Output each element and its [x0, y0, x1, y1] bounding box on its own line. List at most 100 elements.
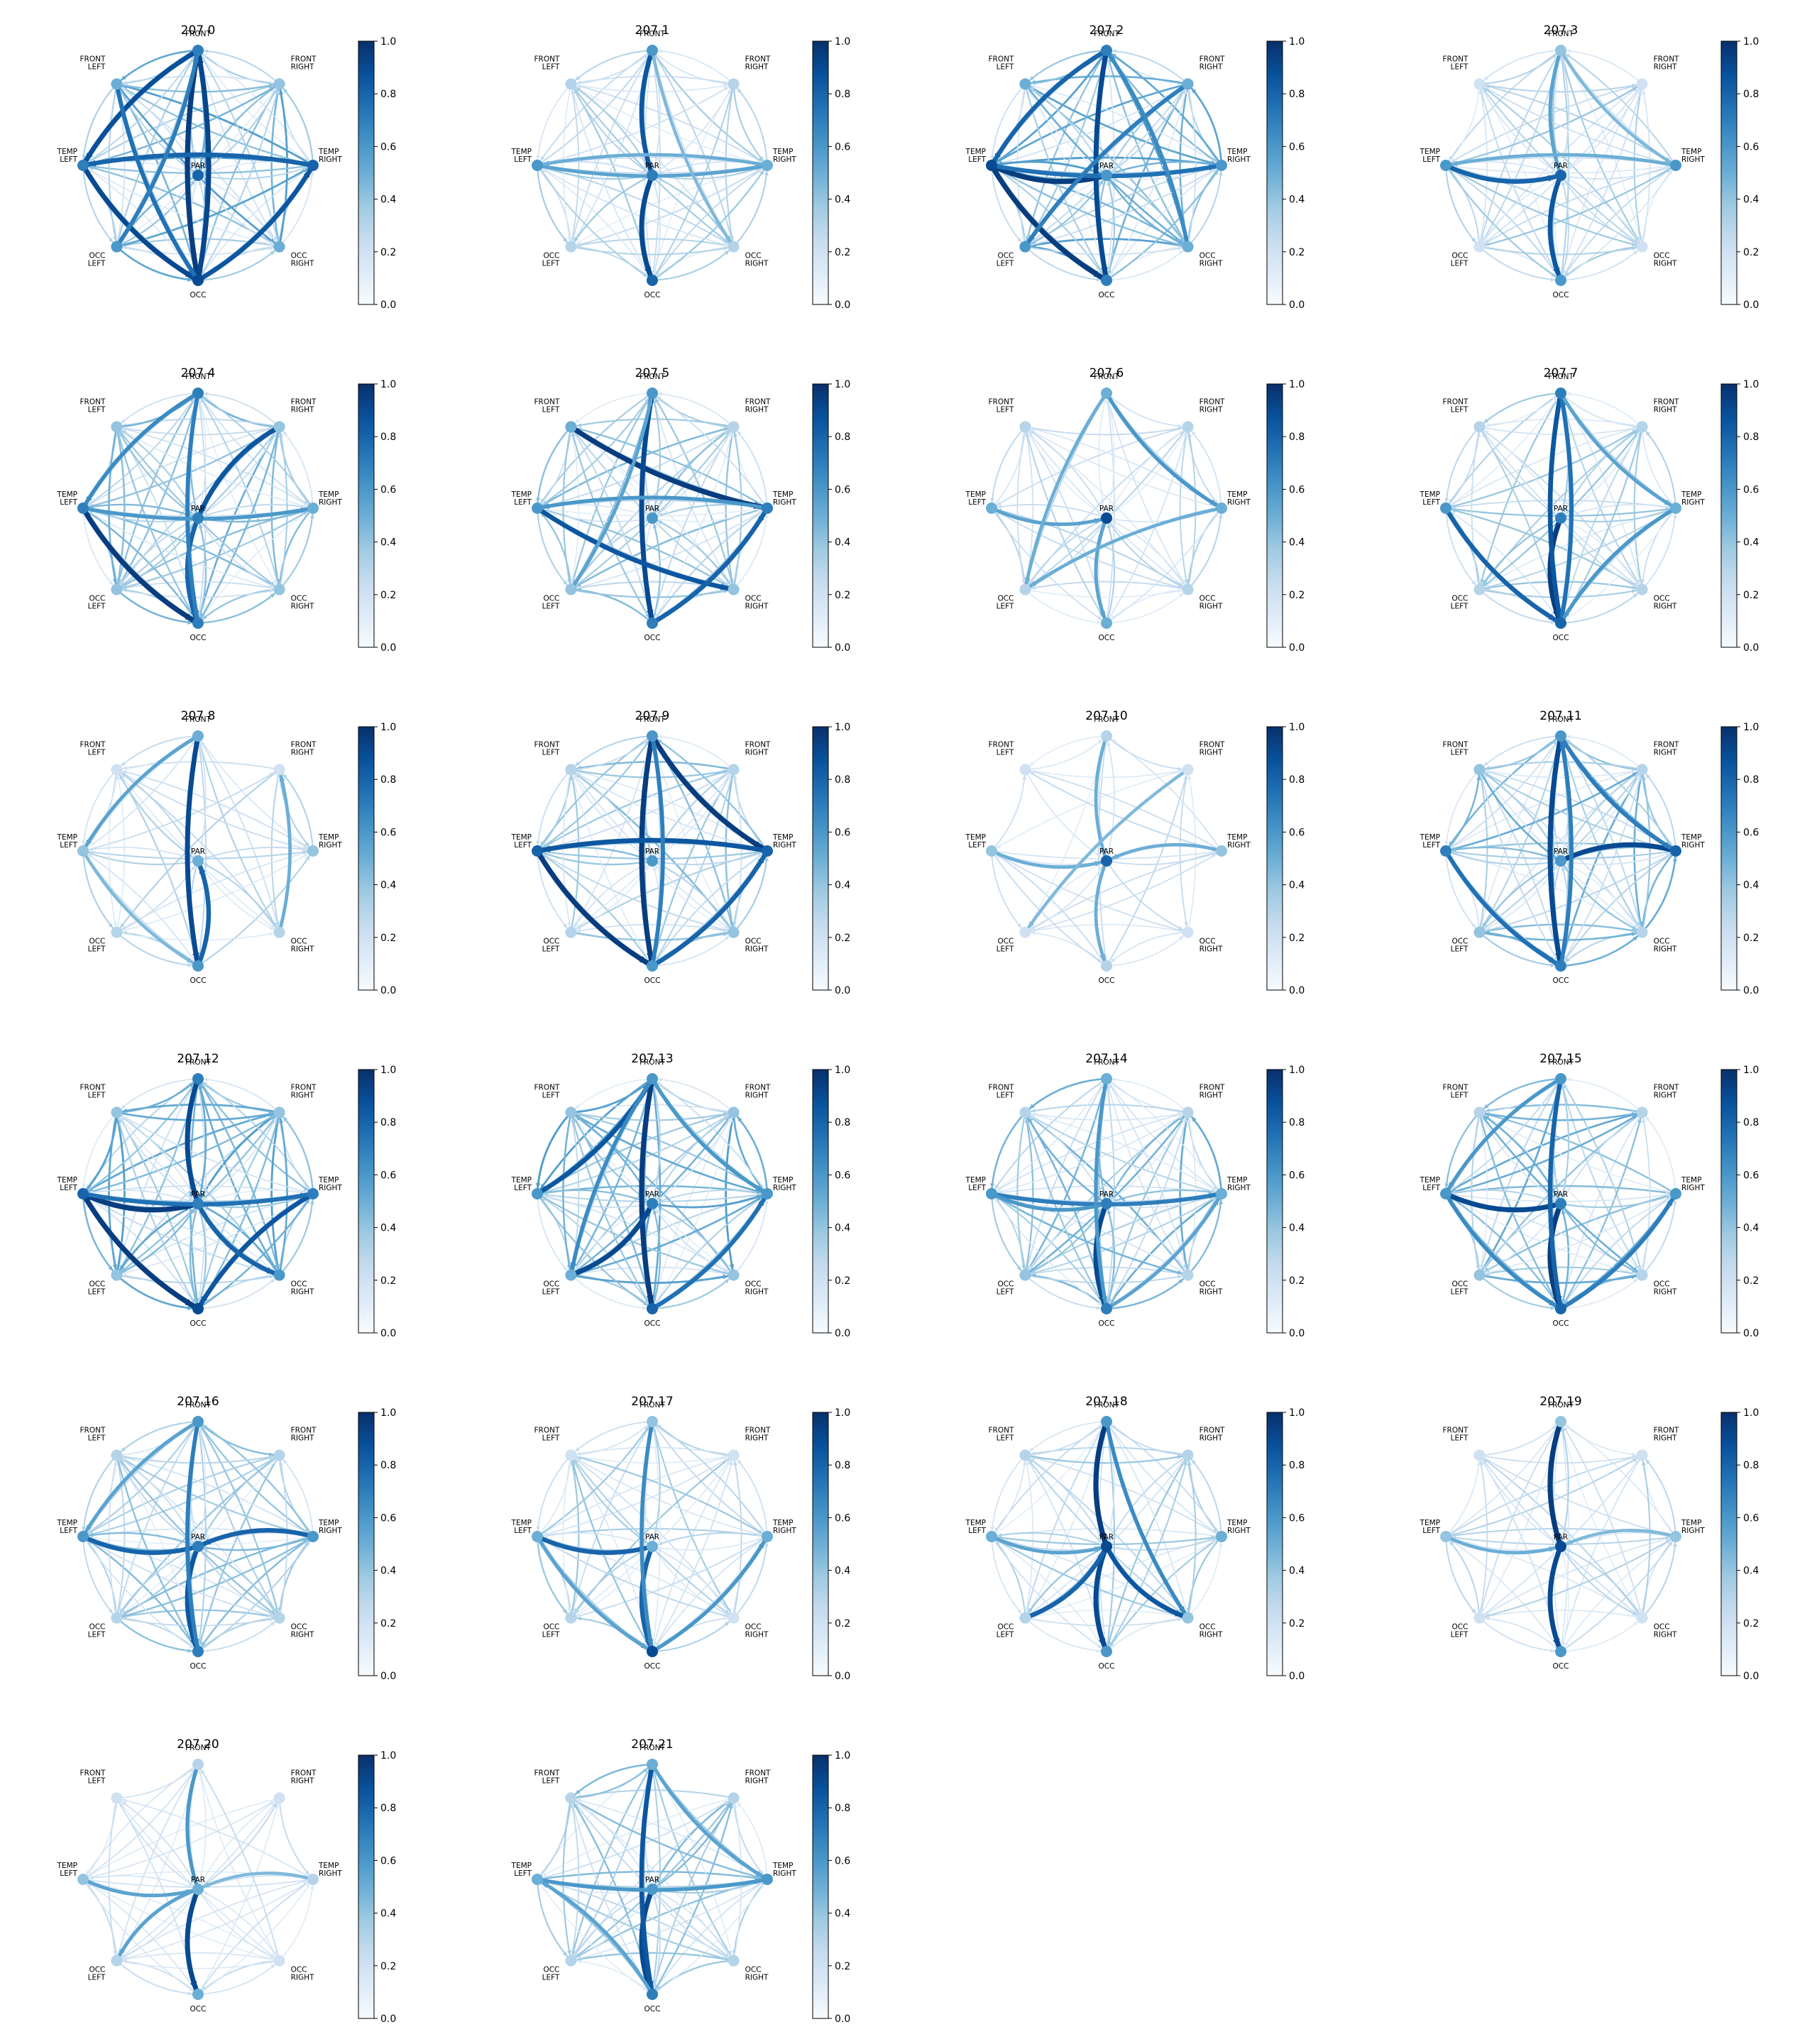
edge-OCC_RIGHT-OCC — [651, 1960, 735, 1996]
colorbar-tick-label: 0.6 — [1743, 141, 1759, 153]
edge-FRONT_RIGHT-PAR-arrowhead — [1109, 165, 1114, 170]
edge-OCC-FRONT_RIGHT-arrowhead — [1183, 775, 1187, 780]
edge-OCC_LEFT-TEMP_RIGHT — [116, 1535, 314, 1619]
edge-FRONT_RIGHT-FRONT_LEFT — [1478, 761, 1643, 771]
node-label-temp-right: TEMP — [318, 833, 339, 842]
edge-FRONT-FRONT_RIGHT — [197, 49, 280, 85]
colorbar-tick-label: 0.6 — [835, 1512, 850, 1524]
edge-FRONT_RIGHT-FRONT_LEFT — [1024, 1446, 1189, 1456]
edge-OCC_LEFT-TEMP_RIGHT — [570, 507, 768, 590]
colorbar-tick-label: 0.4 — [380, 880, 396, 891]
edge-TEMP_RIGHT-FRONT — [1106, 1421, 1222, 1537]
edge-TEMP_LEFT-FRONT_RIGHT-arrowhead — [724, 1458, 729, 1462]
edge-TEMP_LEFT-FRONT — [82, 50, 199, 166]
node-temp-left — [986, 1531, 997, 1542]
node-label-temp-right: RIGHT — [773, 1527, 796, 1535]
edge-OCC_RIGHT-FRONT-arrowhead — [655, 55, 659, 60]
colorbar-bar — [812, 1754, 829, 2019]
node-front — [192, 1759, 204, 1770]
colorbar-tick-label: 0.0 — [1743, 985, 1759, 996]
edge-PAR-FRONT_LEFT — [570, 1111, 654, 1205]
strong-edge-layer — [80, 391, 315, 626]
node-label-temp-right: RIGHT — [1227, 1184, 1251, 1192]
colorbar-tick-label: 0.8 — [1289, 432, 1305, 443]
edge-TEMP_RIGHT-TEMP_LEFT — [534, 837, 770, 854]
edge-OCC_RIGHT-FRONT_RIGHT — [1641, 83, 1651, 248]
edge-FRONT_LEFT-FRONT_RIGHT — [1478, 426, 1643, 436]
node-par — [1101, 855, 1112, 867]
edge-FRONT_LEFT-FRONT-arrowhead — [188, 1082, 194, 1087]
panel-4: 207 4FRONTFRONTRIGHTTEMPRIGHTOCCRIGHTOCC… — [57, 366, 397, 654]
edge-OCC_RIGHT-PAR — [197, 1889, 280, 1962]
edge-OCC_LEFT-OCC_RIGHT-arrowhead — [1631, 932, 1637, 937]
edge-TEMP_LEFT-OCC_LEFT-arrowhead — [1471, 1609, 1476, 1614]
edge-FRONT-OCC_LEFT-arrowhead — [570, 1263, 577, 1270]
edge-TEMP_RIGHT-OCC_LEFT-arrowhead — [1030, 581, 1037, 587]
edge-TEMP_RIGHT-FRONT_RIGHT — [278, 426, 314, 509]
node-front-right — [273, 764, 285, 776]
edge-TEMP_RIGHT-FRONT_RIGHT-arrowhead — [737, 1459, 742, 1464]
edge-TEMP_LEFT-OCC-arrowhead — [642, 273, 648, 278]
edge-OCC-OCC_RIGHT-arrowhead — [1179, 935, 1184, 940]
edge-OCC_LEFT-FRONT — [1024, 49, 1108, 248]
edge-OCC-PAR-arrowhead — [652, 523, 657, 529]
edge-TEMP_LEFT-OCC-arrowhead — [1548, 957, 1557, 963]
edge-OCC_LEFT-OCC_RIGHT — [1024, 588, 1189, 598]
edge-FRONT_LEFT-OCC — [1478, 83, 1561, 281]
edge-TEMP_LEFT-FRONT_RIGHT — [991, 1111, 1189, 1194]
edge-FRONT-TEMP_LEFT — [80, 48, 201, 168]
node-temp-right — [1670, 160, 1681, 171]
edge-OCC-TEMP_RIGHT-arrowhead — [757, 512, 764, 521]
edge-TEMP_RIGHT-FRONT_RIGHT — [1641, 769, 1676, 852]
colorbar: 0.00.20.40.60.81.0 — [358, 1750, 396, 2025]
edge-FRONT_RIGHT-FRONT_LEFT — [116, 761, 280, 771]
node-label-temp-left: TEMP — [511, 148, 532, 156]
colorbar-tick-label: 0.4 — [1289, 1223, 1305, 1234]
edge-TEMP_LEFT-OCC_LEFT — [537, 850, 572, 933]
colorbar-tick-label: 0.0 — [835, 1328, 850, 1339]
edge-OCC-FRONT_RIGHT — [1105, 1454, 1189, 1653]
panel-title: 207 7 — [1544, 366, 1579, 380]
edge-OCC_RIGHT-OCC-arrowhead — [1111, 1643, 1116, 1648]
edge-TEMP_RIGHT-OCC_RIGHT — [732, 1878, 769, 1962]
colorbar-bar — [812, 1412, 829, 1676]
node-front-left — [1473, 1449, 1486, 1461]
edge-FRONT-FRONT_RIGHT — [651, 392, 735, 428]
edge-FRONT_LEFT-TEMP_LEFT-arrowhead — [990, 498, 994, 502]
edge-OCC_LEFT-FRONT_LEFT — [115, 1111, 126, 1277]
panel-18: 207 18FRONTFRONTRIGHTTEMPRIGHTOCCRIGHTOC… — [965, 1395, 1305, 1682]
node-front-right — [728, 421, 740, 433]
node-label-occ-left: LEFT — [997, 260, 1014, 268]
edge-FRONT_LEFT-TEMP_LEFT — [991, 83, 1026, 166]
edge-PAR-FRONT_RIGHT — [652, 83, 735, 176]
edge-TEMP_RIGHT-TEMP_LEFT-arrowhead — [88, 160, 97, 167]
node-front-left — [565, 764, 577, 776]
node-label-front-left: LEFT — [1451, 1434, 1469, 1442]
edge-OCC_LEFT-PAR-arrowhead — [190, 1208, 195, 1214]
node-par — [1101, 1198, 1112, 1209]
edge-FRONT_RIGHT-OCC_RIGHT — [270, 769, 280, 933]
colorbar-tick-label: 0.4 — [1743, 194, 1759, 206]
edge-FRONT_RIGHT-FRONT-arrowhead — [1112, 1077, 1116, 1082]
edge-OCC_LEFT-FRONT — [570, 1077, 654, 1276]
node-temp-right — [307, 1531, 319, 1542]
edge-FRONT_LEFT-TEMP_LEFT — [1445, 769, 1481, 852]
edge-TEMP_RIGHT-FRONT_RIGHT — [732, 426, 768, 509]
colorbar: 0.00.20.40.60.81.0 — [1266, 1407, 1305, 1682]
node-label-front-left: LEFT — [997, 748, 1014, 757]
node-label-par: PAR — [1099, 1190, 1114, 1199]
node-label-temp-left: LEFT — [514, 155, 532, 164]
edge-PAR-FRONT_LEFT-arrowhead — [121, 1458, 126, 1463]
node-label-front-left: LEFT — [542, 1776, 560, 1785]
node-label-front: FRONT — [185, 373, 211, 381]
node-par — [192, 512, 204, 524]
edge-OCC_LEFT-OCC_RIGHT — [1478, 588, 1643, 598]
edge-FRONT_RIGHT-PAR — [195, 424, 282, 521]
node-label-temp-right: TEMP — [772, 1176, 793, 1185]
edge-OCC_LEFT-FRONT_LEFT — [1024, 1111, 1034, 1276]
colorbar-tick-label: 0.2 — [1289, 1275, 1305, 1287]
node-occ — [647, 275, 658, 286]
panel-title: 207 10 — [1085, 709, 1127, 723]
edge-FRONT_RIGHT-TEMP_RIGHT — [732, 426, 768, 509]
edge-TEMP_RIGHT-FRONT — [1559, 735, 1677, 852]
